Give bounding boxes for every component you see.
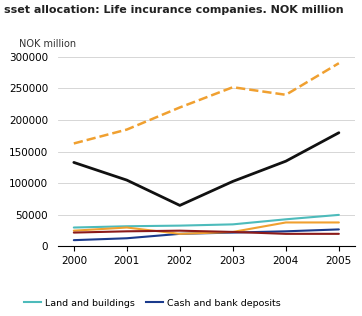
Text: NOK million: NOK million	[19, 39, 76, 49]
Text: sset allocation: Life incurance companies. NOK million: sset allocation: Life incurance companie…	[4, 5, 343, 15]
